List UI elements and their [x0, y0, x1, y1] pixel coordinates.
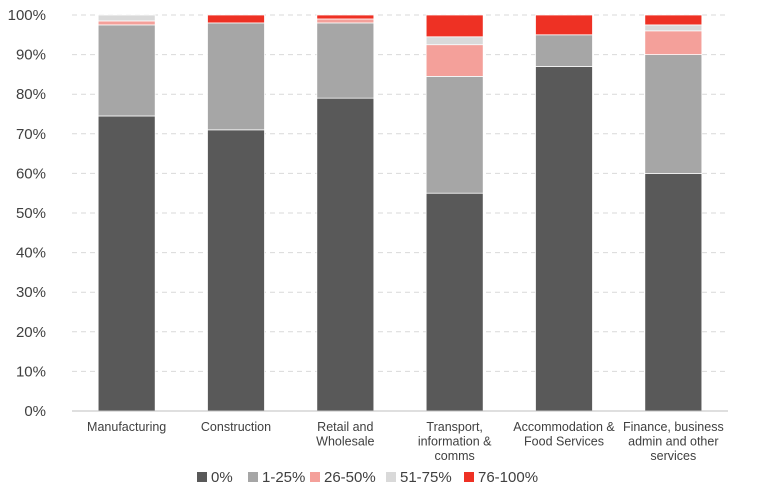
bar-segment: [644, 54, 703, 174]
x-tick-label: Construction: [201, 420, 271, 434]
x-tick-label: information &: [418, 435, 492, 449]
x-axis-labels: Manufacturing Construction Retail andWhole…: [87, 420, 724, 463]
bar-segment: [97, 20, 156, 26]
y-tick-label: 80%: [16, 86, 46, 103]
bar-segment: [535, 66, 593, 412]
y-axis: 0% 10% 20% 30% 40% 50% 60% 70% 80% 90% 100%: [8, 7, 46, 420]
x-tick-label: Food Services: [524, 435, 604, 449]
x-tick-label: admin and other: [628, 435, 718, 449]
x-tick-label: Wholesale: [316, 435, 374, 449]
legend: 0% 1-25% 26-50% 51-75% 76-100%: [197, 469, 538, 486]
y-tick-label: 0%: [24, 403, 46, 420]
bar-segment: [644, 14, 703, 26]
bar-segment: [207, 22, 265, 131]
bar-segment: [316, 22, 375, 99]
legend-label: 1-25%: [262, 469, 305, 486]
y-tick-label: 20%: [16, 324, 46, 341]
y-tick-label: 90%: [16, 47, 46, 64]
bar-segment: [425, 14, 484, 38]
bar-segment: [535, 34, 593, 67]
legend-swatch: [310, 472, 320, 482]
x-tick-label: Manufacturing: [87, 420, 166, 434]
y-tick-label: 30%: [16, 284, 46, 301]
x-tick-label: Accommodation &: [513, 420, 615, 434]
bar-segment: [644, 24, 703, 32]
x-tick-label: services: [650, 449, 696, 463]
bar-segment: [97, 115, 156, 412]
x-tick-label: Transport,: [426, 420, 483, 434]
x-tick-label: Finance, business: [623, 420, 724, 434]
legend-swatch: [248, 472, 258, 482]
bar-segment: [97, 24, 156, 117]
y-tick-label: 10%: [16, 363, 46, 380]
bar-segment: [644, 30, 703, 55]
y-tick-label: 40%: [16, 245, 46, 262]
legend-swatch: [197, 472, 207, 482]
legend-label: 0%: [211, 469, 233, 486]
bar-segment: [425, 36, 484, 46]
bar-segment: [535, 14, 593, 36]
y-tick-label: 70%: [16, 126, 46, 143]
bar-segment: [644, 173, 703, 412]
bar-segment: [425, 192, 484, 412]
y-tick-label: 50%: [16, 205, 46, 222]
legend-swatch: [386, 472, 396, 482]
bar-segment: [97, 14, 156, 22]
bar-segment: [316, 14, 375, 20]
bar-segment: [425, 44, 484, 77]
gridlines: [72, 14, 728, 372]
x-tick-label: Retail and: [317, 420, 373, 434]
bar-segment: [425, 76, 484, 194]
y-tick-label: 100%: [8, 7, 46, 24]
bar-segment: [207, 129, 265, 412]
y-tick-label: 60%: [16, 165, 46, 182]
legend-swatch: [464, 472, 474, 482]
legend-label: 76-100%: [478, 469, 538, 486]
bar-segment: [316, 97, 375, 412]
legend-label: 51-75%: [400, 469, 452, 486]
bar-segment: [207, 14, 265, 24]
legend-label: 26-50%: [324, 469, 376, 486]
x-tick-label: comms: [435, 449, 475, 463]
bar-segment: [316, 18, 375, 24]
